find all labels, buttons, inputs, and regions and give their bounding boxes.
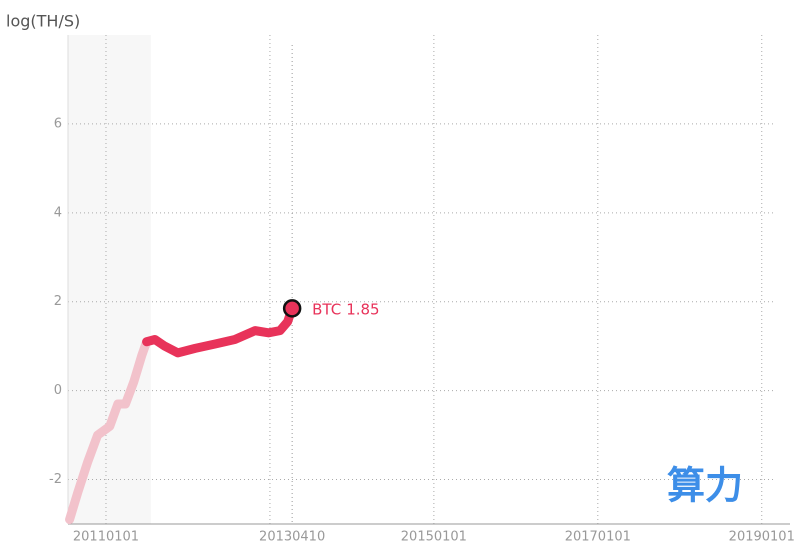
end-label: BTC 1.85 <box>312 300 379 318</box>
y-tick-label: 4 <box>54 205 62 220</box>
shaded-range <box>68 35 151 524</box>
y-tick-label: 2 <box>54 294 62 309</box>
y-tick-label: 0 <box>54 383 62 398</box>
x-tick-label: 20110101 <box>73 530 139 545</box>
x-tick-label: 20190101 <box>729 530 795 545</box>
x-tick-label: 20150101 <box>401 530 467 545</box>
y-tick-label: -2 <box>49 472 62 487</box>
end-marker <box>282 299 302 318</box>
watermark: 算力 <box>667 464 743 508</box>
series-line <box>142 303 297 358</box>
y-axis-title: log(TH/S) <box>6 12 80 31</box>
series-name: BTC <box>312 300 341 318</box>
cursor-label: 20130410 <box>259 530 325 545</box>
x-tick-label: 20170101 <box>565 530 631 545</box>
y-tick-label: 6 <box>54 116 62 131</box>
end-value: 1.85 <box>346 300 379 318</box>
series-line <box>65 337 152 525</box>
